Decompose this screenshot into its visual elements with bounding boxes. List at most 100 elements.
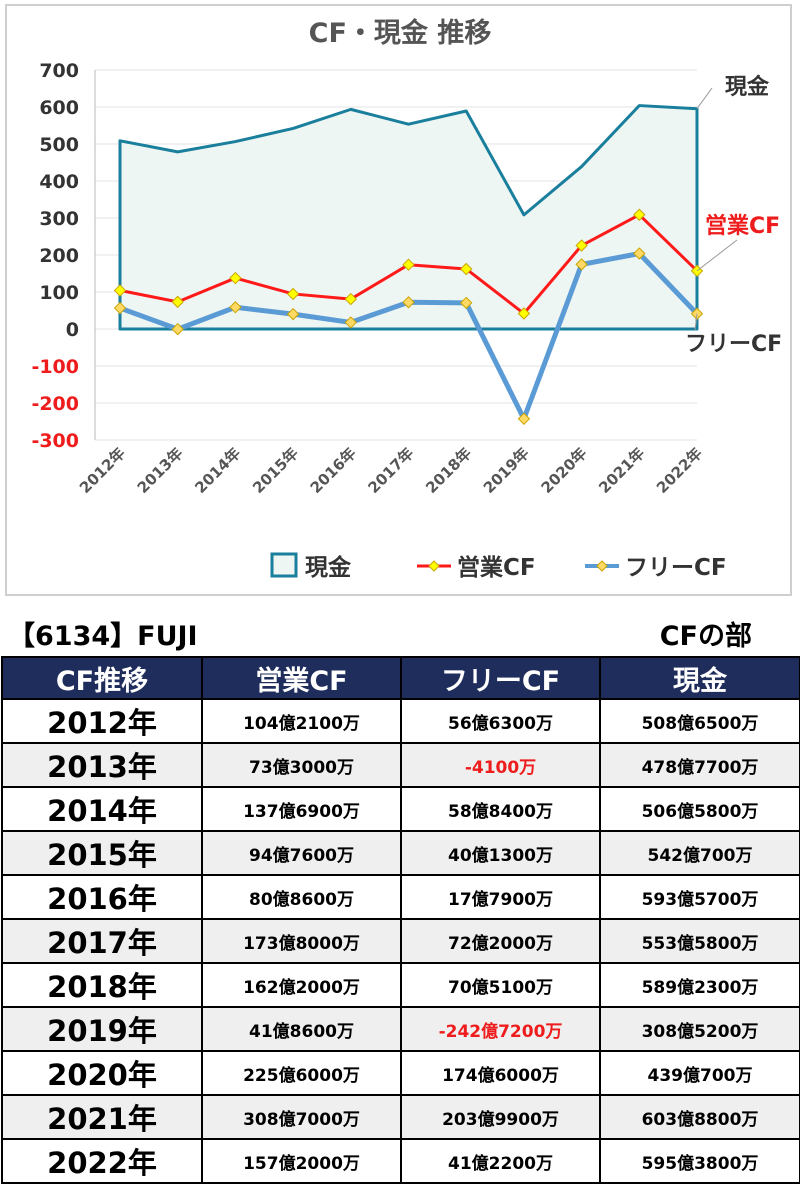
cf-cash-chart: CF・現金 推移 700 600 500 400 300 200 100 0 -100 -200 -3… [31,17,782,581]
table-row: 2020年 225億6000万 174億6000万 439億700万 [1,1050,800,1096]
annotation-leader [696,87,713,110]
x-tick-label: 2012年 [76,444,129,497]
free-cf-cell: 72億2000万 [400,918,601,964]
chart-panel: CF・現金 推移 700 600 500 400 300 200 100 0 -100 -200 -3… [5,4,792,596]
cash-cell: 589億2300万 [599,962,800,1008]
year-cell: 2018年 [1,962,203,1008]
table-row: 2014年 137億6900万 58億8400万 506億5800万 [1,786,800,832]
table-row: 2018年 162億2000万 70億5100万 589億2300万 [1,962,800,1008]
x-tick-label: 2018年 [422,444,475,497]
operating-cf-cell: 157億2000万 [201,1138,402,1184]
section-label: CFの部 [659,621,752,652]
free-cf-cell: 56億6300万 [400,698,601,744]
cash-cell: 439億700万 [599,1050,800,1096]
free-cf-cell: -4100万 [400,742,601,788]
table-row: 2013年 73億3000万 -4100万 478億7700万 [1,742,800,788]
operating-cf-point [402,258,415,271]
operating-cf-point [286,287,300,301]
operating-cf-point [459,262,473,276]
year-cell: 2016年 [1,874,203,920]
cash-cell: 593億5700万 [599,874,800,920]
year-cell: 2012年 [1,698,203,744]
header-free-cf: フリーCF [400,656,601,700]
annotation-leader [694,313,698,331]
free-cf-point [113,301,127,315]
series-annotation: 現金 [725,74,770,100]
operating-cf-cell: 104億2100万 [201,698,402,744]
operating-cf-cell: 225億6000万 [201,1050,402,1096]
legend-free-marker [596,560,608,572]
cash-cell: 508億6500万 [599,698,800,744]
table-row: 2021年 308億7000万 203億9900万 603億8800万 [1,1094,800,1140]
cash-area-series [118,104,699,331]
operating-cf-cell: 41億8600万 [201,1006,402,1052]
year-cell: 2014年 [1,786,203,832]
free-cf-cell: 174億6000万 [400,1050,601,1096]
free-cf-cell: -242億7200万 [400,1006,601,1052]
free-cf-point [402,296,415,309]
table-row: 2012年 104億2100万 56億6300万 508億6500万 [1,698,800,744]
operating-cf-point [575,239,588,252]
operating-cf-point [344,292,358,306]
cf-table: CF推移 営業CF フリーCF 現金 2012年 104億2100万 56億6300… [1,656,800,1184]
table-row: 2022年 157億2000万 41億2200万 595億3800万 [1,1138,800,1184]
x-tick-label: 2021年 [595,444,648,497]
cash-cell: 478億7700万 [599,742,800,788]
x-tick-label: 2015年 [249,444,302,497]
operating-cf-point [113,284,127,297]
free-cf-point [517,412,531,426]
y-tick-label: 200 [39,245,79,267]
year-cell: 2015年 [1,830,203,876]
year-cell: 2022年 [1,1138,203,1184]
free-cf-cell: 203億9900万 [400,1094,601,1140]
free-cf-cell: 17億7900万 [400,874,601,920]
legend-operating-marker [428,560,440,572]
free-cf-point [459,296,473,310]
x-tick-label: 2013年 [134,444,187,497]
operating-cf-cell: 162億2000万 [201,962,402,1008]
series-annotation: フリーCF [685,332,782,357]
year-cell: 2019年 [1,1006,203,1052]
year-cell: 2020年 [1,1050,203,1096]
free-cf-point [171,322,184,336]
stock-header: 【6134】FUJI [8,621,198,652]
cash-cell: 506億5800万 [599,786,800,832]
y-tick-label: -100 [31,356,79,378]
legend-free-label: フリーCF [625,555,727,581]
cash-cell: 542億700万 [599,830,800,876]
y-tick-label: 500 [39,134,79,156]
free-cf-cell: 40億1300万 [400,830,601,876]
cash-cell: 553億5800万 [599,918,800,964]
operating-cf-point [171,295,184,309]
x-tick-label: 2020年 [538,444,591,497]
free-cf-point [344,316,358,329]
y-tick-label: 0 [66,319,79,341]
y-tick-label: 400 [39,171,79,193]
operating-cf-cell: 308億7000万 [201,1094,402,1140]
y-tick-label: -300 [31,430,79,452]
x-tick-label: 2014年 [191,444,244,497]
table-row: 2017年 173億8000万 72億2000万 553億5800万 [1,918,800,964]
table-row: 2015年 94億7600万 40億1300万 542億700万 [1,830,800,876]
legend-cash-swatch [270,552,298,578]
free-cf-point [229,301,242,314]
free-cf-cell: 58億8400万 [400,786,601,832]
table-header-row: CF推移 営業CF フリーCF 現金 [1,656,800,700]
y-tick-label: 100 [39,282,79,304]
x-tick-label: 2022年 [653,444,706,497]
free-cf-point [286,307,300,321]
chart-title: CF・現金 推移 [309,17,492,49]
free-cf-cell: 41億2200万 [400,1138,601,1184]
operating-cf-cell: 94億7600万 [201,830,402,876]
cash-cell: 603億8800万 [599,1094,800,1140]
x-tick-label: 2016年 [307,444,360,497]
x-tick-label: 2017年 [364,444,417,497]
legend-cash-label: 現金 [305,554,352,581]
y-tick-label: 600 [39,97,79,119]
year-cell: 2017年 [1,918,203,964]
year-cell: 2021年 [1,1094,203,1140]
header-cf-trend: CF推移 [1,656,203,700]
header-operating-cf: 営業CF [201,656,402,700]
operating-cf-cell: 73億3000万 [201,742,402,788]
series-annotation: 営業CF [705,213,780,239]
